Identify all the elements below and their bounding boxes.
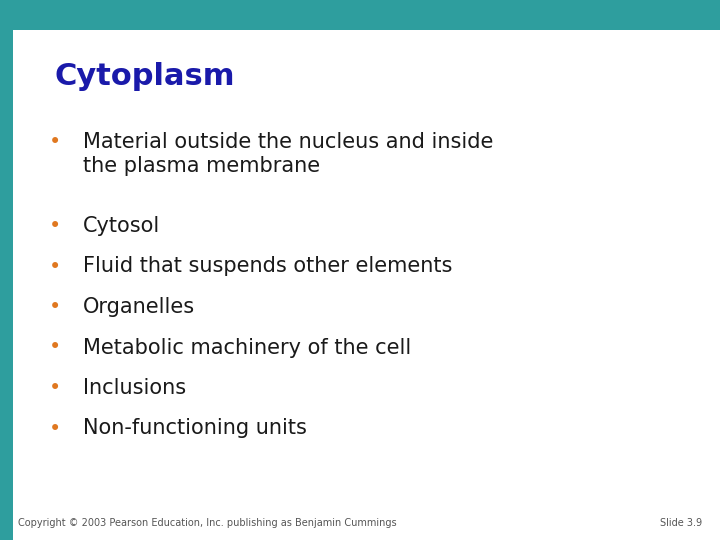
Text: •: •	[49, 216, 61, 236]
Text: •: •	[49, 418, 61, 438]
Text: Slide 3.9: Slide 3.9	[660, 518, 702, 528]
Text: Inclusions: Inclusions	[83, 378, 186, 398]
Text: Cytoplasm: Cytoplasm	[54, 62, 235, 91]
Text: •: •	[49, 256, 61, 276]
Text: Non-functioning units: Non-functioning units	[83, 418, 307, 438]
Text: Material outside the nucleus and inside
the plasma membrane: Material outside the nucleus and inside …	[83, 132, 493, 176]
Text: Copyright © 2003 Pearson Education, Inc. publishing as Benjamin Cummings: Copyright © 2003 Pearson Education, Inc.…	[18, 518, 397, 528]
FancyBboxPatch shape	[0, 30, 13, 540]
Text: Metabolic machinery of the cell: Metabolic machinery of the cell	[83, 338, 411, 357]
Text: •: •	[49, 378, 61, 398]
Text: Fluid that suspends other elements: Fluid that suspends other elements	[83, 256, 452, 276]
Text: •: •	[49, 297, 61, 317]
Text: Cytosol: Cytosol	[83, 216, 160, 236]
FancyBboxPatch shape	[0, 0, 720, 30]
Text: •: •	[49, 338, 61, 357]
Text: Organelles: Organelles	[83, 297, 195, 317]
Text: •: •	[49, 132, 61, 152]
